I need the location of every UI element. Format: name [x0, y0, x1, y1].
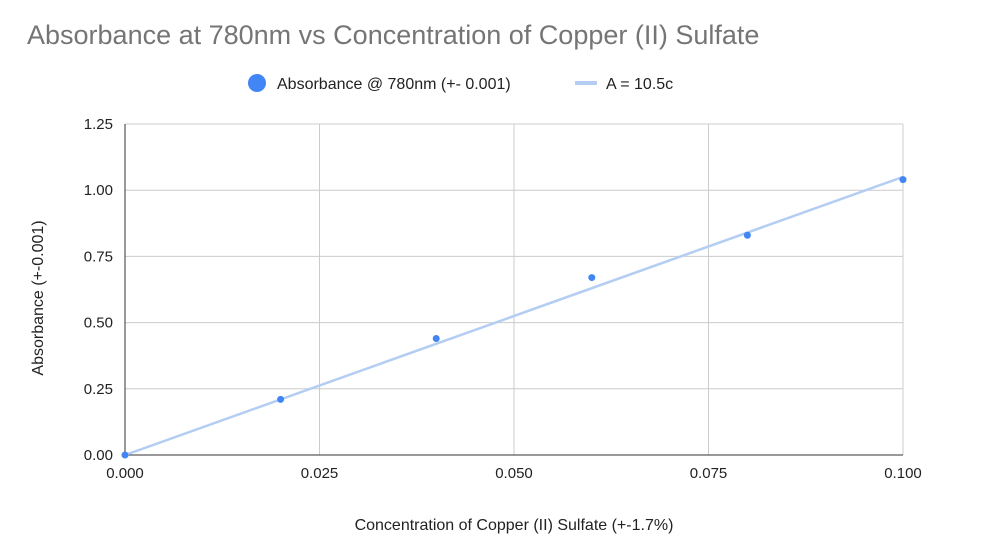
y-tick-label: 1.25 — [84, 116, 113, 133]
x-tick-label: 0.100 — [884, 465, 922, 482]
legend-label-trendline: A = 10.5c — [606, 76, 673, 93]
y-tick-label: 0.00 — [84, 447, 113, 464]
trendline — [124, 175, 904, 457]
gridlines — [125, 123, 904, 455]
x-tick-label: 0.050 — [495, 465, 533, 482]
tick-labels: 0.00 0.25 0.50 0.75 1.00 1.25 0.000 0.025 0.050 0… — [84, 116, 922, 482]
chart-title: Absorbance at 780nm vs Concentration of … — [27, 20, 759, 50]
y-tick-label: 0.75 — [84, 248, 113, 265]
y-tick-label: 1.00 — [84, 182, 113, 199]
y-tick-label: 0.50 — [84, 315, 113, 332]
x-tick-label: 0.000 — [106, 465, 144, 482]
legend-marker-series — [248, 74, 266, 92]
y-tick-label: 0.25 — [84, 381, 113, 398]
data-point-5 — [899, 176, 907, 184]
data-point-2 — [432, 334, 440, 342]
data-point-3 — [588, 274, 596, 282]
x-tick-label: 0.075 — [690, 465, 728, 482]
x-axis-title: Concentration of Copper (II) Sulfate (+-… — [355, 517, 674, 534]
data-point-1 — [277, 395, 285, 403]
axes — [124, 124, 903, 456]
data-point-0 — [121, 451, 129, 459]
data-points — [121, 176, 907, 459]
legend-label-series: Absorbance @ 780nm (+- 0.001) — [277, 76, 511, 93]
x-tick-label: 0.025 — [301, 465, 339, 482]
data-point-4 — [743, 231, 751, 239]
trendline-line — [124, 175, 904, 457]
y-axis-title: Absorbance (+-0.001) — [30, 220, 47, 375]
legend: Absorbance @ 780nm (+- 0.001) A = 10.5c — [248, 74, 673, 93]
